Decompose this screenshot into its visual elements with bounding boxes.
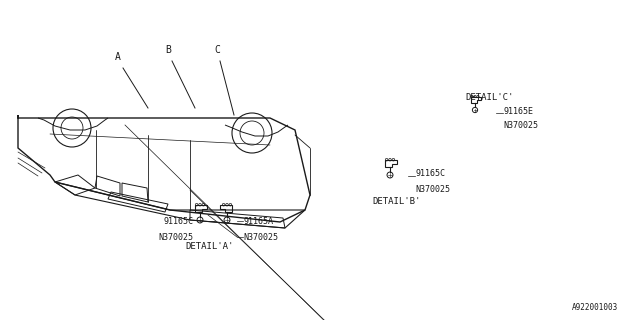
Text: N370025: N370025 <box>415 186 450 195</box>
Text: N370025: N370025 <box>243 233 278 242</box>
Text: A922001003: A922001003 <box>572 303 618 312</box>
Text: B: B <box>165 45 171 55</box>
Text: N370025: N370025 <box>503 121 538 130</box>
Text: A: A <box>115 52 121 62</box>
Text: DETAIL'A': DETAIL'A' <box>186 242 234 251</box>
Text: DETAIL'C': DETAIL'C' <box>465 93 513 102</box>
Text: 91165C: 91165C <box>415 170 445 179</box>
Text: 91165E: 91165E <box>503 107 533 116</box>
Text: DETAIL'B': DETAIL'B' <box>372 197 420 206</box>
Text: C: C <box>214 45 220 55</box>
Text: 91165A: 91165A <box>243 217 273 226</box>
Text: N370025: N370025 <box>158 233 193 242</box>
Text: 91165C: 91165C <box>163 217 193 226</box>
